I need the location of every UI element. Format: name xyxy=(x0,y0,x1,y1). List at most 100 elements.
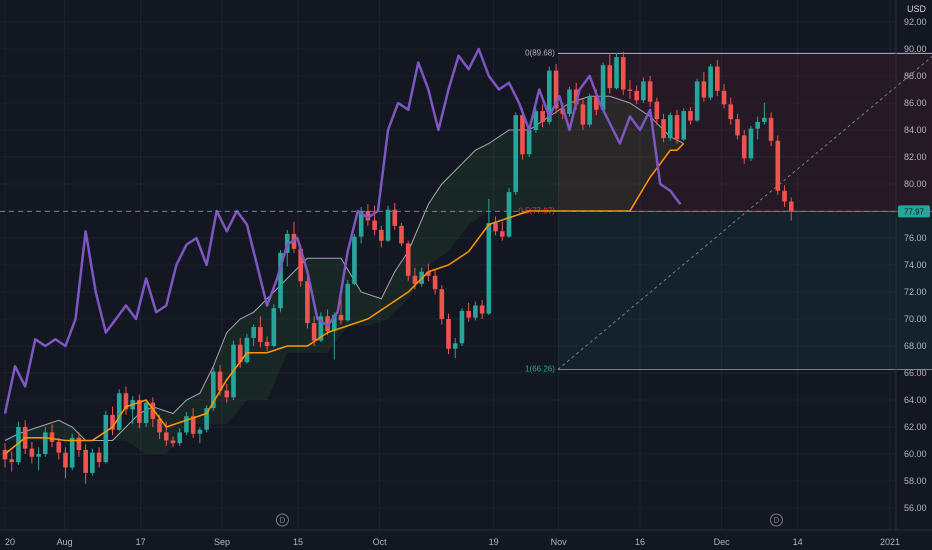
candle xyxy=(782,185,787,207)
candle xyxy=(76,432,82,457)
candle xyxy=(170,436,176,448)
candle xyxy=(607,54,613,94)
price-tick-label: 68.00 xyxy=(904,341,927,351)
candle xyxy=(600,62,606,113)
candle xyxy=(137,394,142,429)
dividend-marker[interactable]: D xyxy=(275,513,289,527)
price-tick-label: 64.00 xyxy=(904,395,927,405)
price-tick-label: 72.00 xyxy=(904,287,927,297)
candle xyxy=(305,274,310,329)
fib-zone-upper xyxy=(557,53,932,212)
candle xyxy=(143,400,149,427)
dividend-marker[interactable]: D xyxy=(769,513,783,527)
candle xyxy=(110,406,115,436)
time-tick-label: 19 xyxy=(489,537,499,547)
candle xyxy=(748,125,754,162)
candle xyxy=(251,324,256,346)
candle xyxy=(392,202,398,230)
candle xyxy=(399,223,404,247)
candle xyxy=(473,301,478,321)
candle xyxy=(49,424,55,448)
candle xyxy=(661,113,666,143)
candle xyxy=(90,448,95,476)
candle xyxy=(775,135,781,195)
price-tick-label: 84.00 xyxy=(904,125,927,135)
candle xyxy=(405,240,411,282)
candle xyxy=(728,97,734,125)
candle xyxy=(224,383,230,403)
candle xyxy=(163,421,169,446)
candle xyxy=(788,197,794,221)
price-axis[interactable]: 92.00 90.00 88.00 86.00 84.00 82.00 80.00 76.00… xyxy=(904,17,927,513)
price-tick-label: 70.00 xyxy=(904,314,927,324)
candle xyxy=(264,336,270,352)
candle xyxy=(278,250,283,313)
time-tick-label: Sep xyxy=(214,537,230,547)
currency-label: USD xyxy=(907,4,927,14)
candle xyxy=(204,405,209,433)
candle xyxy=(43,427,48,457)
indicator-lines xyxy=(3,47,685,455)
candle xyxy=(9,451,15,472)
candle xyxy=(533,108,539,133)
candle xyxy=(352,233,357,286)
candle xyxy=(69,433,75,471)
candle xyxy=(499,221,505,241)
time-tick-label: 20 xyxy=(5,537,15,547)
candle xyxy=(36,447,41,471)
candle xyxy=(654,97,660,125)
fib-level-label: 0(89.68) xyxy=(525,48,555,57)
comparison-line xyxy=(3,47,682,414)
candle xyxy=(177,428,183,446)
candle xyxy=(190,408,196,438)
time-tick-label: Nov xyxy=(551,537,568,547)
candle xyxy=(459,308,465,346)
candle xyxy=(540,104,545,128)
candle xyxy=(439,285,445,325)
candle xyxy=(641,77,646,103)
time-tick-label: Dec xyxy=(714,537,731,547)
senkou-span-b-line xyxy=(4,142,685,455)
candle xyxy=(365,204,371,226)
candle xyxy=(755,116,760,140)
candle xyxy=(197,427,203,444)
time-tick-label: 17 xyxy=(136,537,146,547)
last-price-label: 77.97 xyxy=(904,207,925,216)
time-axis[interactable]: 20Aug17Sep15Oct19Nov16Dec14202115Feb12Ma… xyxy=(5,537,932,547)
price-tick-label: 80.00 xyxy=(904,179,927,189)
price-tick-label: 56.00 xyxy=(904,503,927,513)
time-tick-label: Oct xyxy=(373,537,388,547)
price-tick-label: 74.00 xyxy=(904,260,927,270)
candle xyxy=(123,386,129,415)
price-tick-label: 86.00 xyxy=(904,98,927,108)
candle xyxy=(721,84,727,109)
price-tick-label: 60.00 xyxy=(904,449,927,459)
candle xyxy=(735,113,740,140)
candle xyxy=(372,205,377,236)
time-tick-label: 16 xyxy=(635,537,645,547)
candle xyxy=(258,316,263,348)
fib-retracement[interactable]: 0(89.68)0.5(77.97)1(66.26) xyxy=(518,48,932,373)
time-tick-label: Aug xyxy=(57,537,73,547)
candle xyxy=(96,447,102,468)
candle xyxy=(150,397,156,427)
candle xyxy=(452,337,458,359)
candle xyxy=(493,216,498,236)
price-tick-label: 82.00 xyxy=(904,152,927,162)
candle xyxy=(29,441,35,464)
candle xyxy=(762,103,767,125)
price-tick-label: 76.00 xyxy=(904,233,927,243)
candle xyxy=(331,312,337,360)
candle xyxy=(667,112,673,141)
candle xyxy=(741,130,747,164)
candle xyxy=(338,298,344,325)
candle xyxy=(506,188,512,238)
candle xyxy=(271,304,277,348)
candle xyxy=(520,108,525,160)
candle xyxy=(708,63,713,101)
candle xyxy=(614,53,619,90)
candle xyxy=(634,85,639,105)
